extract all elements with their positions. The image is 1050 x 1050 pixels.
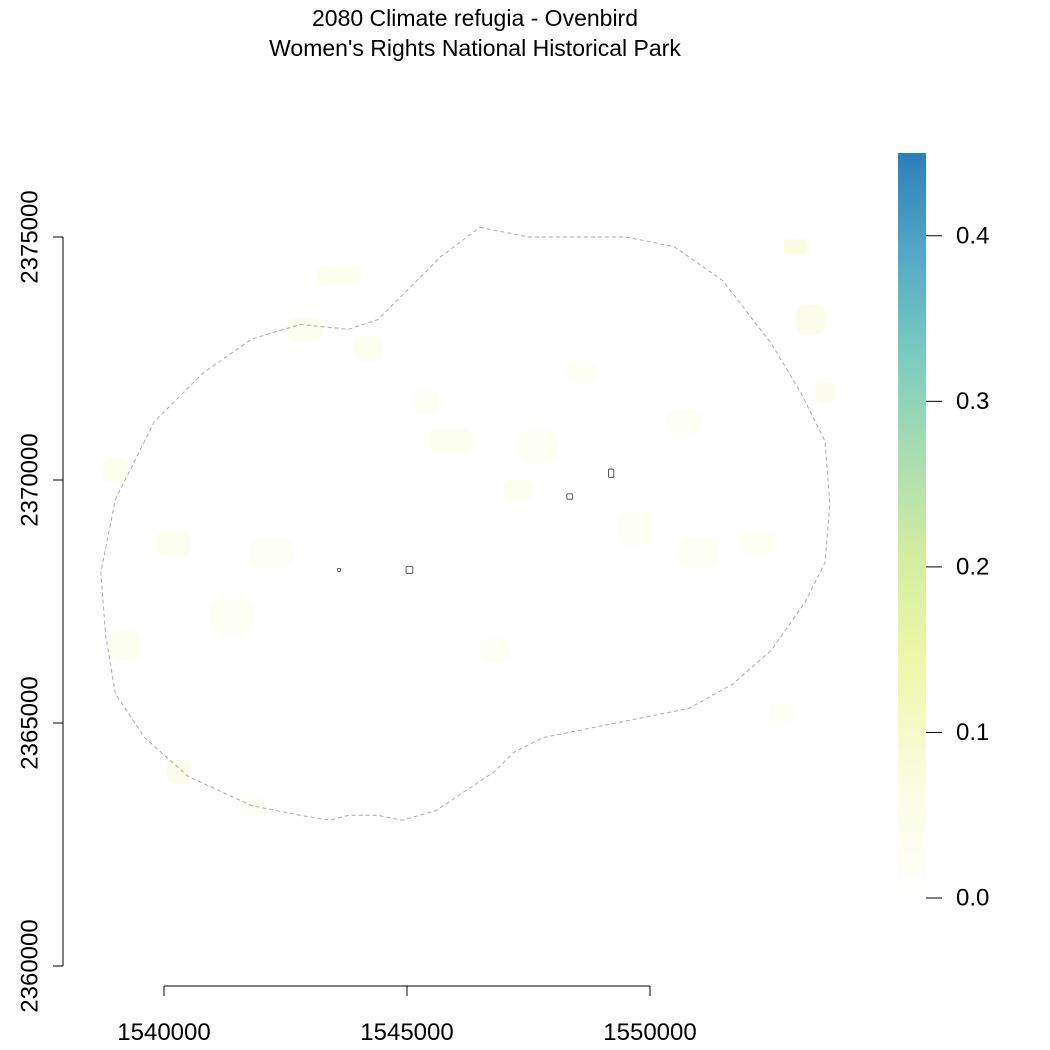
refugia-patch [739, 531, 774, 556]
plot-title: 2080 Climate refugia - Ovenbird [312, 5, 638, 31]
refugia-patch [156, 531, 191, 556]
y-axis: 2360000 2365000 2370000 2375000 [17, 190, 64, 1013]
plot-subtitle: Women's Rights National Historical Park [269, 35, 681, 61]
refugia-patch [414, 390, 439, 415]
park-unit-outline [405, 566, 414, 574]
refugia-patch [166, 759, 191, 784]
refugia-patch [783, 239, 808, 255]
legend-tick-label: 0.3 [956, 388, 989, 415]
legend-tick-label: 0.0 [956, 885, 989, 912]
park-unit-outline [566, 493, 574, 500]
refugia-patch [795, 305, 825, 335]
refugia-patch [353, 336, 383, 361]
y-tick-label: 2365000 [17, 676, 44, 769]
legend-tick-label: 0.1 [956, 719, 989, 746]
refugia-patch [110, 630, 140, 660]
park-buffer-boundary [100, 226, 831, 821]
refugia-patch [618, 511, 653, 546]
x-tick-label: 1540000 [117, 1019, 210, 1046]
refugia-patch [667, 409, 702, 434]
refugia-patch [504, 480, 534, 500]
legend-tick-label: 0.4 [956, 222, 989, 249]
refugia-patch [249, 538, 293, 568]
refugia-patch [769, 703, 794, 723]
refugia-raster [103, 239, 835, 816]
park-unit-outline [337, 568, 341, 572]
x-tick-label: 1550000 [603, 1019, 696, 1046]
refugia-patch [815, 382, 835, 403]
park-units [337, 468, 615, 574]
refugia-patch [287, 317, 322, 342]
x-tick-label: 1545000 [360, 1019, 453, 1046]
legend-scale: 0.0 0.1 0.2 0.3 0.4 [926, 222, 989, 912]
y-tick-label: 2370000 [17, 433, 44, 526]
x-axis: 1540000 1545000 1550000 [117, 985, 697, 1046]
legend-tick-label: 0.2 [956, 553, 989, 580]
y-tick-label: 2360000 [17, 919, 44, 1012]
refugia-patch [518, 428, 558, 463]
refugia-patch [210, 599, 254, 634]
refugia-patch [428, 428, 473, 454]
refugia-patch [567, 363, 597, 383]
refugia-patch [103, 458, 128, 483]
refugia-patch [317, 266, 361, 286]
y-tick-label: 2375000 [17, 190, 44, 283]
park-unit-outline [608, 468, 615, 478]
refugia-patch [679, 538, 719, 568]
legend-colorbar [898, 153, 926, 898]
refugia-patch [479, 637, 510, 663]
